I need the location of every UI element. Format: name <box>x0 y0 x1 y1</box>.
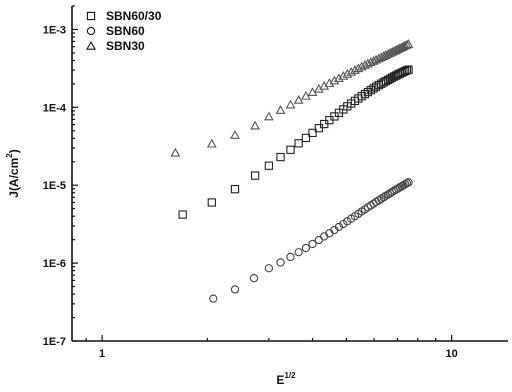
data-point <box>286 252 295 262</box>
legend-marker <box>86 40 96 50</box>
x-axis-label-sup: 1/2 <box>284 371 296 380</box>
data-point <box>402 39 412 49</box>
y-axis-label-sup: 2 <box>5 153 14 158</box>
data-point <box>350 65 360 74</box>
data-point <box>308 239 317 249</box>
data-point <box>230 185 240 194</box>
data-point <box>314 235 323 245</box>
legend-item: SBN60/30 <box>86 9 162 23</box>
legend-item: SBN30 <box>86 39 145 53</box>
data-point <box>294 139 303 148</box>
data-point <box>402 66 412 75</box>
y-axis-label-main: J(A/cm <box>7 158 21 198</box>
data-point <box>338 70 349 80</box>
data-point <box>377 194 386 203</box>
data-point <box>275 105 286 114</box>
legend-label: SBN30 <box>106 39 145 53</box>
data-point <box>249 274 259 283</box>
data-point <box>388 187 397 197</box>
data-point <box>308 128 317 138</box>
data-point <box>400 40 410 50</box>
y-axis-label-close: ) <box>7 149 21 153</box>
data-point <box>329 75 340 85</box>
data-point <box>301 243 311 253</box>
x-tick-label: 1 <box>99 348 105 360</box>
data-point <box>320 232 329 241</box>
legend-label: SBN60 <box>106 24 145 38</box>
y-axis-label: J(A/cm2) <box>5 149 21 197</box>
series-layer <box>170 39 414 303</box>
data-point <box>285 99 296 109</box>
data-point <box>381 191 390 201</box>
data-point <box>342 68 353 78</box>
series-circle <box>209 178 413 303</box>
series-triangle <box>170 39 414 157</box>
data-point <box>250 120 261 130</box>
data-point <box>301 133 311 143</box>
data-point <box>264 161 274 170</box>
data-point <box>276 258 285 267</box>
y-tick-label: 1E-5 <box>43 180 66 192</box>
data-point <box>334 73 344 83</box>
legend-label: SBN60/30 <box>106 9 162 23</box>
data-point <box>230 285 240 294</box>
x-tick-label: 10 <box>445 348 457 360</box>
data-point <box>378 51 389 60</box>
data-point <box>286 145 295 154</box>
data-point <box>353 63 364 73</box>
data-point <box>346 66 357 76</box>
legend-item: SBN60 <box>86 24 145 38</box>
data-point <box>294 248 303 257</box>
data-point <box>404 178 413 187</box>
data-point <box>207 198 216 207</box>
x-axis-label: E1/2 <box>276 371 296 387</box>
data-point <box>402 179 412 188</box>
legend-marker <box>86 26 96 36</box>
data-point <box>264 264 274 273</box>
data-point <box>404 65 413 74</box>
data-point <box>230 130 240 139</box>
data-point <box>380 50 391 59</box>
data-point <box>334 222 344 232</box>
axes-layer: 1E-7 1E-6 1E-5 1E-4 1E-3 1 10 E1/2 J(A/cm2) <box>5 5 508 387</box>
data-point <box>293 94 304 104</box>
y-tick-label: 1E-3 <box>43 24 66 36</box>
data-point <box>250 171 260 180</box>
data-point <box>206 138 217 148</box>
data-point <box>385 189 395 198</box>
y-tick-label: 1E-4 <box>43 102 67 114</box>
data-point <box>178 210 187 219</box>
x-axis-label-main: E <box>276 373 284 387</box>
series-square <box>178 65 413 219</box>
data-point <box>209 294 218 303</box>
data-point <box>371 82 381 91</box>
data-point <box>276 152 285 162</box>
data-point <box>403 39 414 48</box>
data-point <box>379 193 388 202</box>
data-point <box>376 52 387 62</box>
data-point <box>170 147 181 157</box>
data-point <box>263 111 274 121</box>
y-tick-label: 1E-6 <box>43 258 66 270</box>
legend-marker <box>86 11 96 21</box>
y-tick-label: 1E-7 <box>43 336 66 348</box>
data-point <box>383 190 393 199</box>
